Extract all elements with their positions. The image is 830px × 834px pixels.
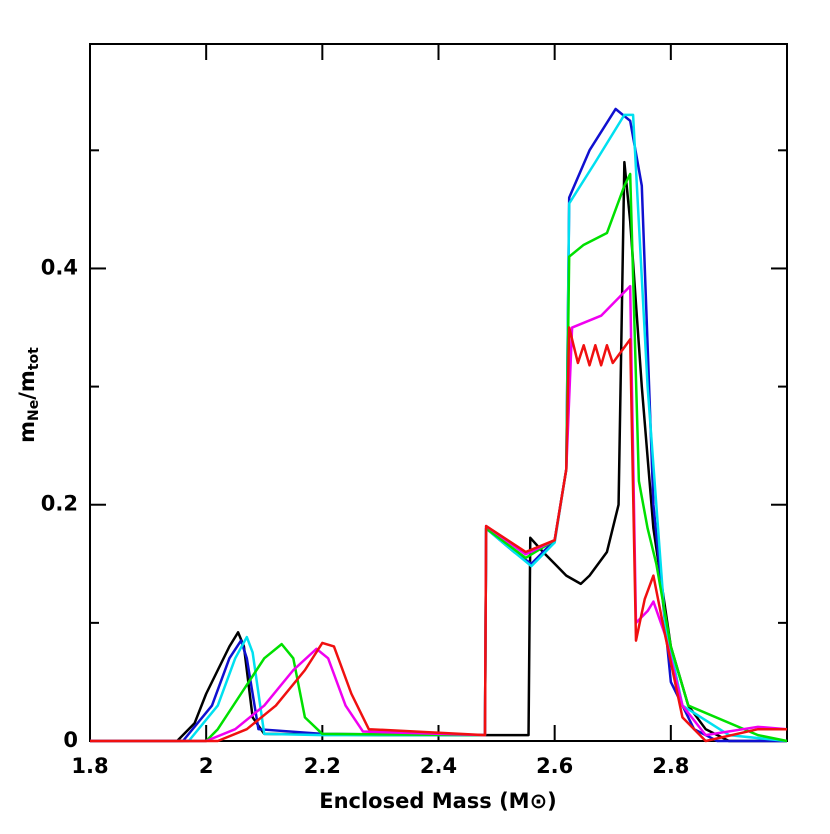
y-label-part: m bbox=[15, 421, 39, 443]
data-line bbox=[90, 160, 787, 743]
x-tick-label: 2.6 bbox=[536, 754, 573, 778]
data-line bbox=[90, 113, 788, 743]
y-tick-label: 0.4 bbox=[41, 255, 78, 279]
y-label-part: /m bbox=[15, 370, 39, 400]
x-tick-label: 2.2 bbox=[304, 754, 341, 778]
y-axis-label: mNe/mtot bbox=[15, 347, 42, 443]
plot-frame bbox=[89, 43, 788, 742]
y-label-part: tot bbox=[26, 347, 42, 370]
data-line bbox=[90, 284, 788, 743]
x-tick-label: 2.8 bbox=[652, 754, 689, 778]
x-tick-label: 2.4 bbox=[420, 754, 457, 778]
x-tick-label: 2 bbox=[199, 754, 214, 778]
x-axis-label: Enclosed Mass (M⊙) bbox=[319, 789, 557, 813]
y-tick-label: 0 bbox=[63, 728, 78, 752]
data-line bbox=[90, 172, 788, 743]
y-tick-label: 0.2 bbox=[41, 492, 78, 516]
data-line bbox=[90, 326, 787, 743]
y-label-part: Ne bbox=[26, 400, 42, 421]
data-line bbox=[90, 107, 787, 743]
x-tick-label: 1.8 bbox=[71, 754, 108, 778]
